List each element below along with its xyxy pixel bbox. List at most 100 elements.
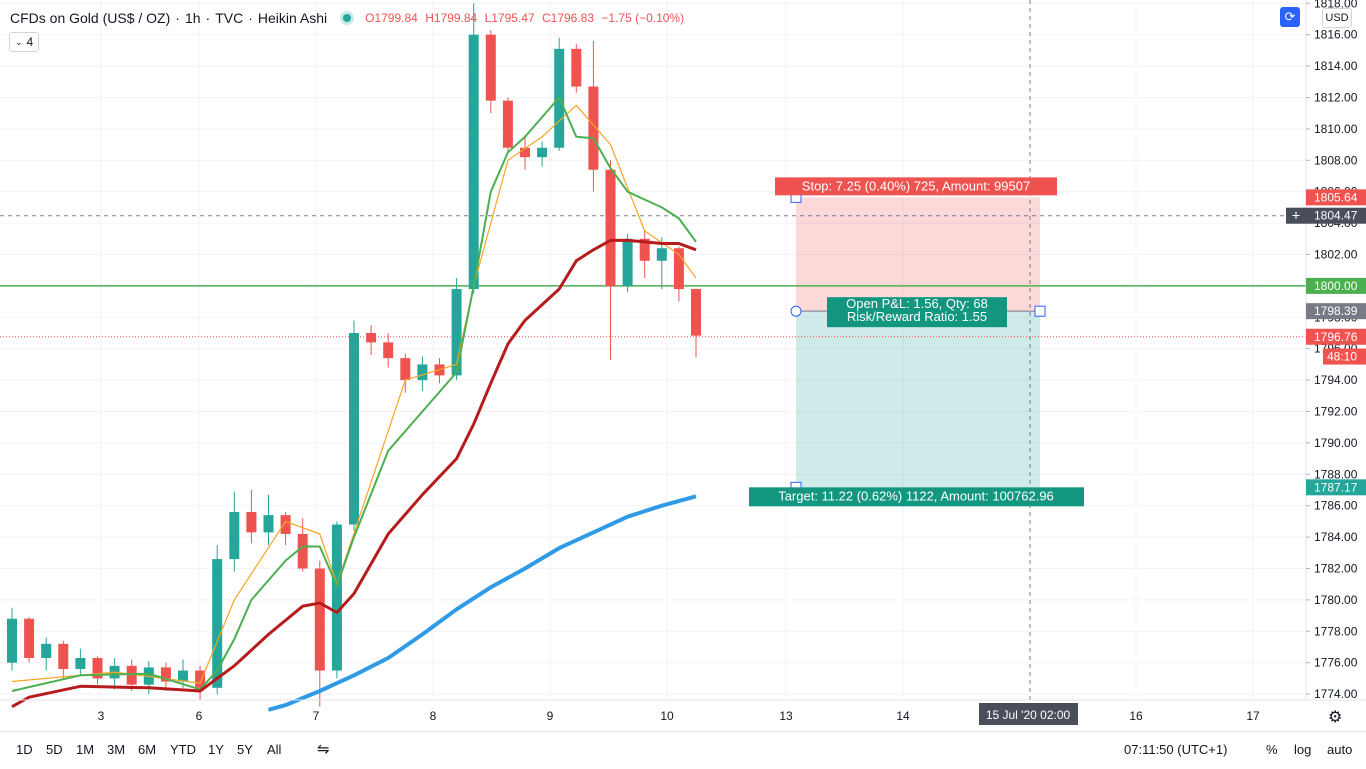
candle-body — [605, 169, 616, 286]
candle-body — [160, 667, 171, 682]
candle-body — [485, 34, 496, 101]
range-1d[interactable]: 1D — [16, 742, 33, 757]
series-line — [267, 494, 697, 712]
position-handle[interactable] — [790, 305, 802, 317]
candle — [246, 490, 257, 544]
candle — [366, 325, 377, 355]
candle — [92, 656, 103, 685]
data-source: TVC — [215, 10, 244, 26]
time-label: 16 — [1129, 709, 1143, 723]
candle — [485, 29, 496, 114]
target-label: Target: 11.22 (0.62%) 1122, Amount: 1007… — [778, 488, 1054, 503]
price-tick-label: 1816.00 — [1314, 28, 1358, 42]
stop-label: Stop: 7.25 (0.40%) 725, Amount: 99507 — [802, 178, 1030, 193]
price-tick-label: 1774.00 — [1314, 687, 1358, 701]
range-3m[interactable]: 3M — [107, 742, 126, 757]
price-tag-bg — [1306, 277, 1366, 294]
candle — [571, 44, 582, 93]
price-tick-label: 1788.00 — [1314, 467, 1358, 481]
percent-toggle[interactable]: % — [1266, 742, 1278, 757]
candle — [622, 234, 633, 293]
candle-body — [691, 289, 701, 336]
settings-gear-icon[interactable]: ⚙ — [1328, 709, 1343, 726]
grid — [0, 0, 1306, 700]
price-tick-label: 1810.00 — [1314, 122, 1358, 136]
price-tag-label: 1805.64 — [1314, 190, 1358, 204]
candle-body — [673, 248, 684, 290]
candle-body — [229, 511, 240, 560]
candle-body — [622, 238, 633, 286]
price-tick-label: 1784.00 — [1314, 530, 1358, 544]
auto-toggle[interactable]: auto — [1327, 742, 1353, 757]
candle-body — [400, 358, 411, 381]
range-1y[interactable]: 1Y — [208, 742, 224, 757]
candle — [24, 617, 35, 663]
candle — [554, 37, 565, 151]
candle — [417, 356, 428, 392]
candle-body — [502, 100, 513, 148]
currency-button[interactable]: USD — [1322, 8, 1352, 28]
candle-body — [246, 511, 257, 533]
interval[interactable]: 1h — [184, 10, 201, 26]
candle — [160, 662, 171, 691]
time-label: 3 — [98, 709, 105, 723]
price-tick-label: 1812.00 — [1314, 91, 1358, 105]
range-6m[interactable]: 6M — [138, 742, 157, 757]
stop-label-bg — [775, 177, 1057, 196]
sync-icon[interactable]: ⟳ — [1280, 7, 1300, 27]
candle-body — [75, 657, 86, 669]
range-5d[interactable]: 5D — [46, 742, 63, 757]
bottom-toolbar: 1D 5D 1M 3M 6M YTD 1Y 5Y All ⇋ 07:11:50 … — [0, 731, 1366, 769]
price-tick-label: 1794.00 — [1314, 373, 1358, 387]
candle — [349, 320, 359, 531]
range-1m[interactable]: 1M — [76, 742, 95, 757]
price-tick-label: 1778.00 — [1314, 624, 1358, 638]
price-tick-label: 1782.00 — [1314, 562, 1358, 576]
candle — [75, 648, 86, 676]
price-tag-bg — [1306, 303, 1366, 320]
candle — [502, 97, 513, 155]
candle-body — [178, 670, 188, 682]
pnl-label-line1: Open P&L: 1.56, Qty: 68 — [846, 296, 988, 311]
candle-body — [297, 533, 308, 569]
clock[interactable]: 07:11:50 (UTC+1) — [1124, 742, 1228, 757]
position-handle[interactable] — [1034, 305, 1046, 317]
candle — [229, 491, 240, 572]
candle-body — [280, 515, 291, 534]
candle-body — [656, 248, 667, 261]
candle-body — [639, 238, 650, 261]
range-5y[interactable]: 5Y — [237, 742, 253, 757]
price-tag-label: 1796.76 — [1314, 330, 1358, 344]
chart-canvas[interactable]: Stop: 7.25 (0.40%) 725, Amount: 99507 Tar… — [0, 0, 1366, 731]
candle-body — [383, 342, 394, 359]
candle-body — [417, 364, 428, 381]
symbol-name[interactable]: CFDs on Gold (US$ / OZ) — [10, 10, 171, 26]
price-tag-bg — [1306, 328, 1366, 345]
candle-body — [126, 665, 137, 685]
range-all[interactable]: All — [267, 742, 282, 757]
candle — [7, 607, 17, 671]
candle-body — [468, 34, 479, 290]
candle — [656, 237, 667, 290]
candle — [400, 353, 411, 393]
chart-header: CFDs on Gold (US$ / OZ) · 1h · TVC · Hei… — [10, 8, 688, 28]
price-tick-label: 1780.00 — [1314, 593, 1358, 607]
candle-body — [314, 568, 325, 671]
range-ytd[interactable]: YTD — [170, 742, 196, 757]
price-tag-label: 1804.47 — [1314, 209, 1358, 223]
candle-body — [331, 524, 342, 671]
date-range-calendar-icon[interactable]: ⇋ — [317, 741, 330, 758]
candle-body — [537, 147, 548, 158]
candle-body — [24, 618, 35, 658]
price-tag-label: 48:10 — [1327, 350, 1357, 364]
candle — [691, 288, 701, 358]
high-value: H1799.84 — [425, 11, 478, 25]
indicators-toggle-button[interactable]: ⌄ 4 — [9, 32, 40, 52]
candles — [7, 3, 701, 707]
candle-body — [588, 86, 599, 170]
time-label: 9 — [547, 709, 554, 723]
change-value: −1.75 (−0.10%) — [601, 11, 685, 25]
candle — [673, 246, 684, 302]
log-toggle[interactable]: log — [1294, 742, 1312, 757]
candle — [314, 560, 325, 707]
